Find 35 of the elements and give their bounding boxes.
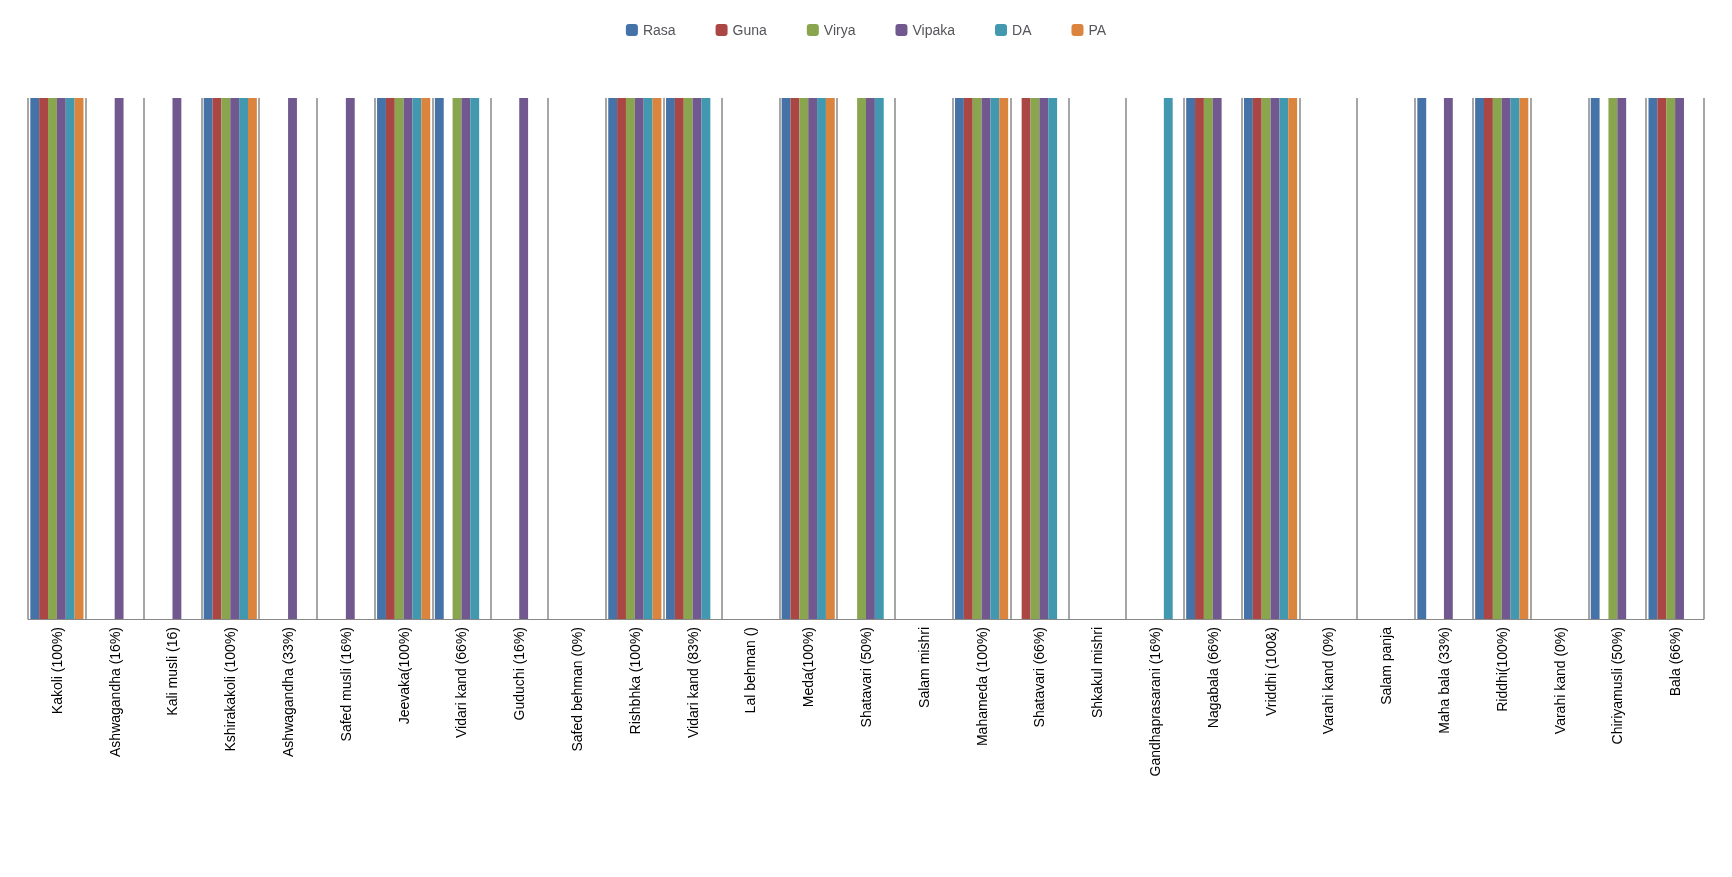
- x-tick-label: Nagabala (66%): [1204, 627, 1221, 729]
- legend-label: Rasa: [642, 22, 676, 38]
- x-tick-label: Vidari kand (66%): [453, 627, 470, 739]
- legend-label: PA: [1088, 22, 1107, 38]
- x-tick-label: Salam mishri: [915, 627, 932, 708]
- x-tick-label: Vidari kand (83%): [684, 627, 701, 739]
- x-tick-label: Varahi kand (0%): [1551, 627, 1568, 735]
- x-tick-label: Salam panja: [1378, 626, 1395, 705]
- legend-label: Virya: [823, 22, 856, 38]
- x-tick-label: Kali musli (16): [164, 627, 181, 716]
- x-tick-label: Lal behman (): [742, 627, 759, 714]
- x-tick-label: Safed behman (0%): [569, 627, 586, 752]
- x-tick-label: Riddhi(100%): [1493, 627, 1510, 712]
- x-tick-label: Shatavari (66%): [1031, 627, 1048, 728]
- x-tick-label: Shatavari (50%): [858, 627, 874, 728]
- x-tick-label: Guduchi (16%): [511, 627, 528, 721]
- x-tick-label: Ashwagandha (33%): [280, 627, 297, 757]
- x-tick-label: Safed musli (16%): [337, 627, 354, 742]
- x-tick-label: Rishbhka (100%): [626, 627, 643, 735]
- x-tick-label: Chiriyamusli (50%): [1609, 627, 1626, 745]
- x-tick-label: Shkakul mishri: [1089, 627, 1106, 719]
- x-tick-label: Meda(100%): [800, 627, 817, 708]
- legend-label: DA: [1012, 22, 1033, 38]
- x-tick-label: Jeevaka(100%): [395, 627, 412, 725]
- x-tick-label: Ashwagandha (16%): [106, 627, 123, 757]
- x-tick-label: Varahi kand (0%): [1320, 627, 1337, 735]
- x-tick-label: Kshirakakoli (100%): [222, 627, 239, 752]
- legend-label: Guna: [732, 22, 768, 38]
- x-tick-label: Kakoli (100%): [48, 627, 65, 715]
- x-tick-label: Mahameda (100%): [973, 627, 990, 747]
- x-tick-label: Maha bala (33%): [1435, 627, 1452, 734]
- x-tick-label: Bala (66%): [1667, 627, 1684, 697]
- legend-label: Vipaka: [912, 22, 956, 38]
- x-tick-label: Vriddhi (100&): [1262, 627, 1279, 716]
- x-tick-label: Gandhaprasarani (16%): [1146, 627, 1163, 777]
